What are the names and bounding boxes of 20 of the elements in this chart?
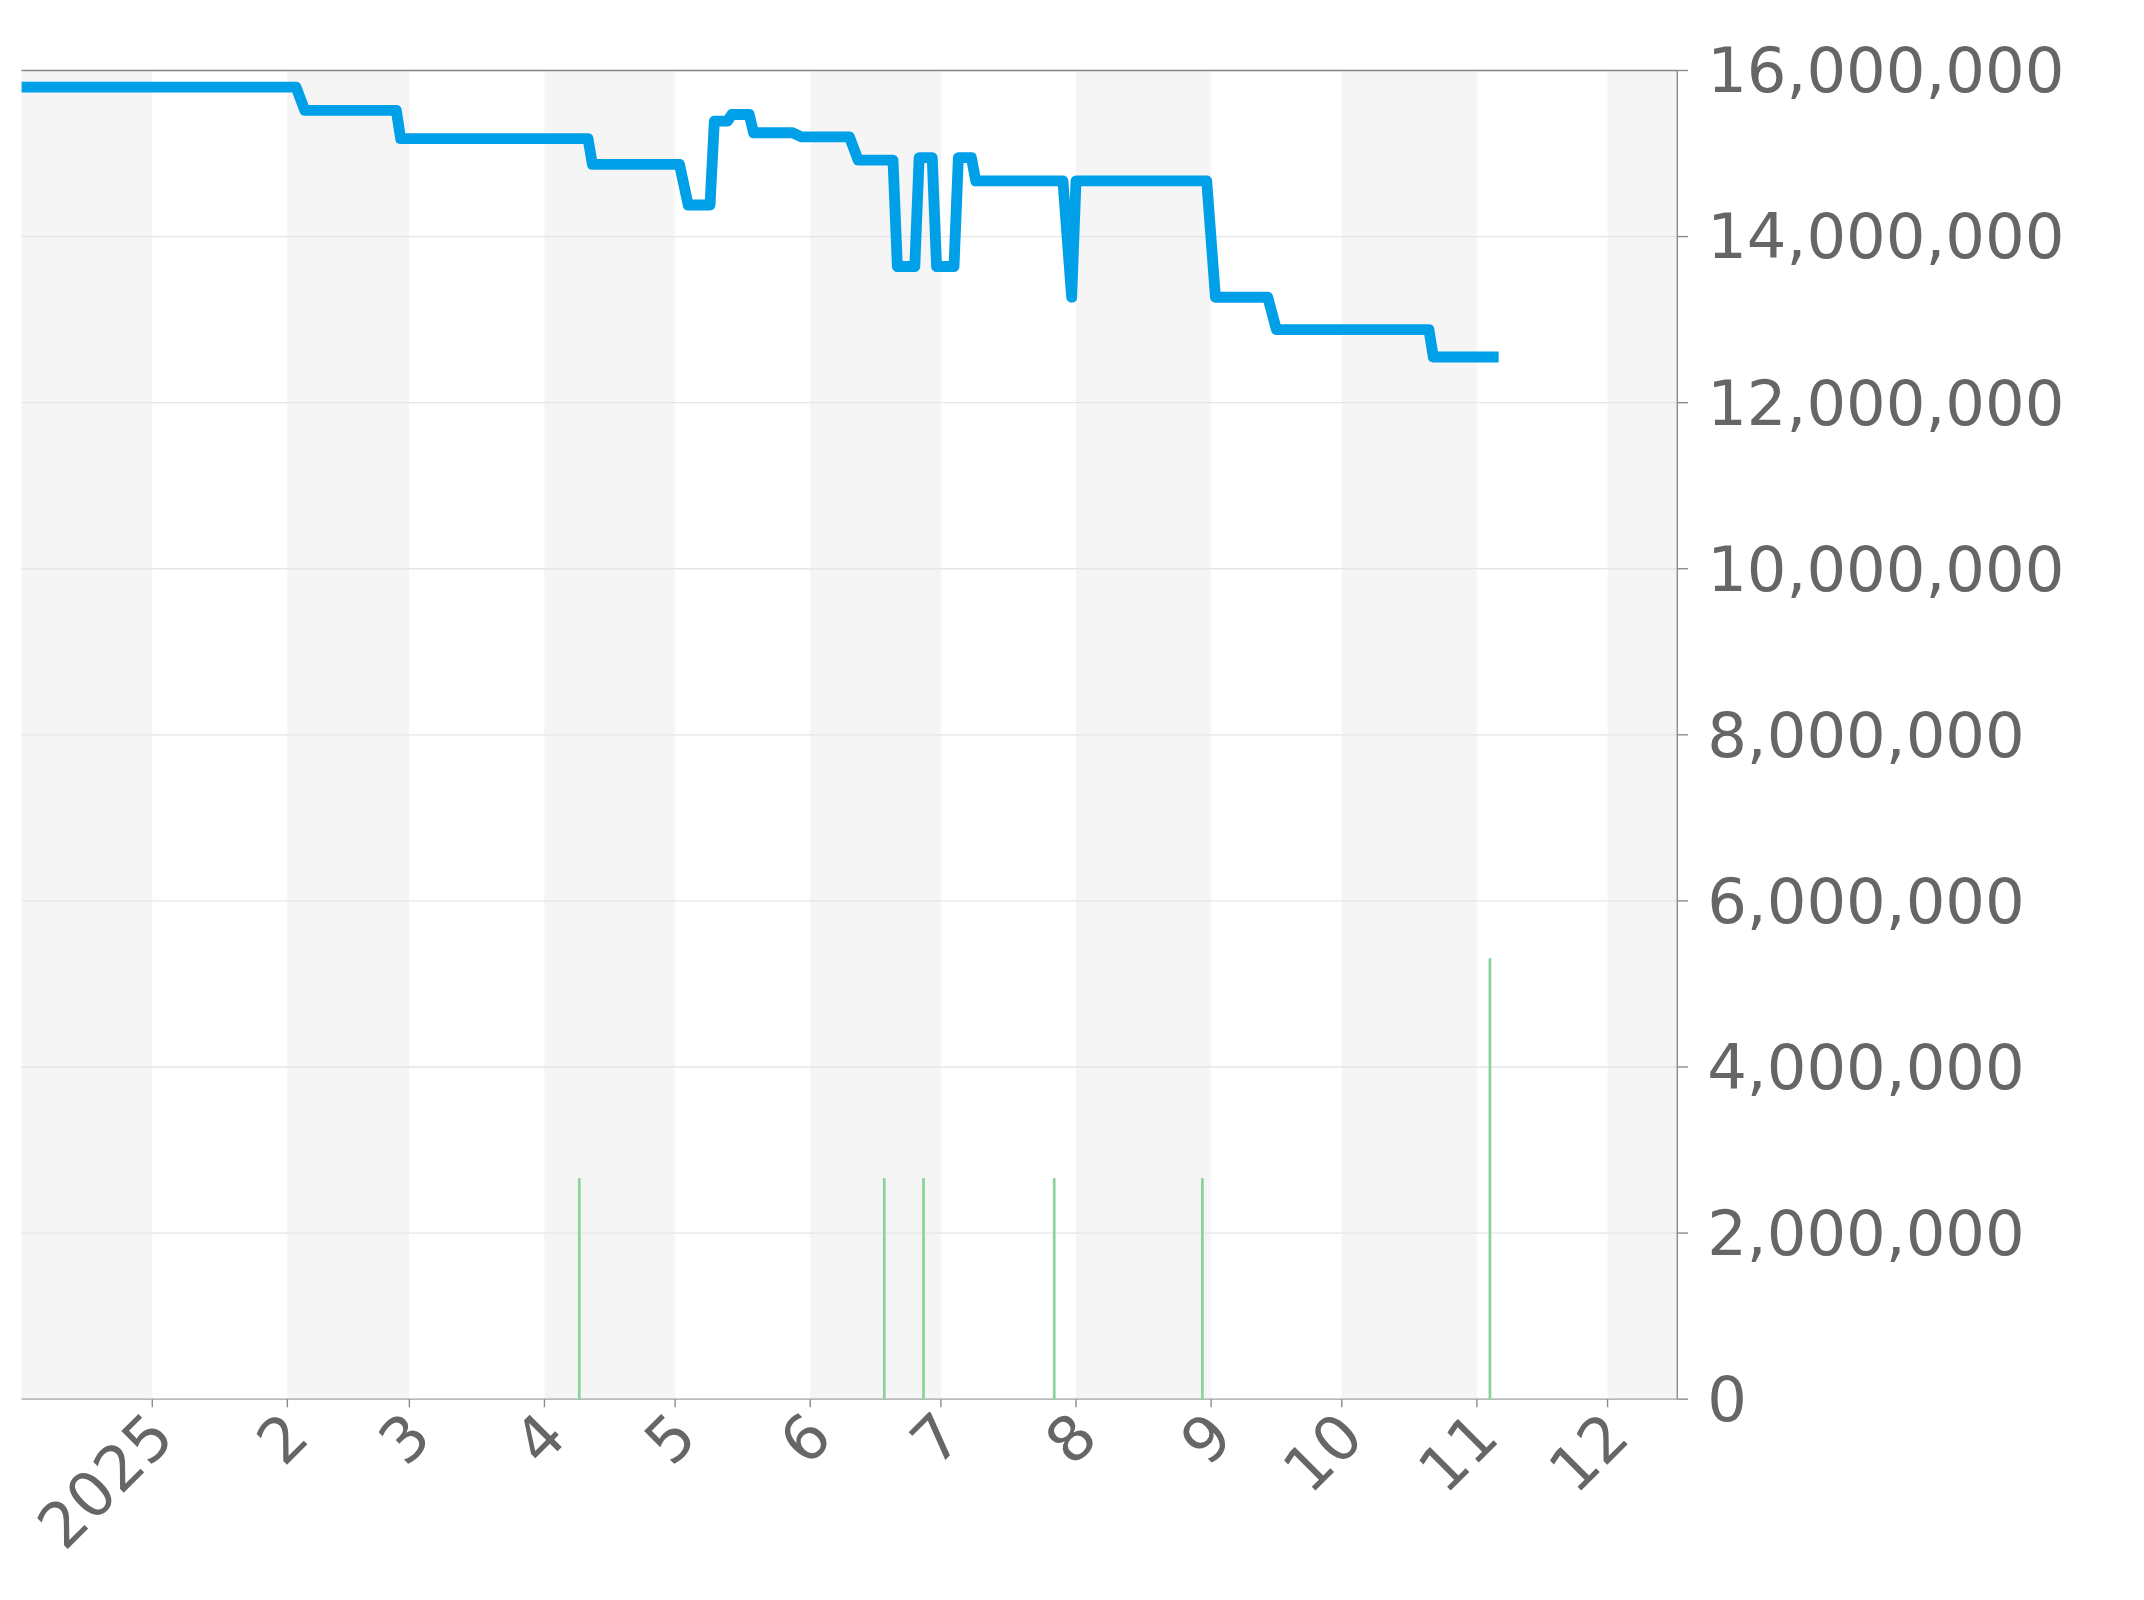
y-tick-label: 4,000,000 xyxy=(1707,1030,2025,1104)
x-tick-label: 4 xyxy=(499,1398,580,1479)
y-tick-label: 14,000,000 xyxy=(1707,200,2065,274)
y-tick-label: 16,000,000 xyxy=(1707,34,2065,108)
y-tick-label: 6,000,000 xyxy=(1707,864,2025,938)
y-tick-label: 0 xyxy=(1707,1362,1747,1436)
x-tick-label: 3 xyxy=(364,1398,445,1479)
y-tick-label: 2,000,000 xyxy=(1707,1196,2025,1270)
x-tick-label: 8 xyxy=(1031,1398,1112,1479)
x-tick-label: 10 xyxy=(1269,1398,1377,1507)
x-tick-label: 7 xyxy=(896,1398,976,1479)
x-tick-label: 12 xyxy=(1534,1398,1643,1507)
x-tick-label: 9 xyxy=(1166,1398,1247,1479)
y-tick-label: 10,000,000 xyxy=(1707,532,2065,606)
x-tick-label: 11 xyxy=(1404,1398,1512,1507)
x-tick-label: 5 xyxy=(630,1398,711,1479)
y-tick-label: 12,000,000 xyxy=(1707,366,2065,440)
y-tick-label: 8,000,000 xyxy=(1707,698,2025,772)
x-tick-label: 2 xyxy=(242,1398,323,1479)
x-tick-label: 6 xyxy=(765,1398,846,1479)
